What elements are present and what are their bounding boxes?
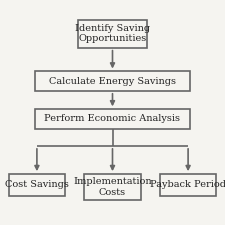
Text: Identify Saving
Opportunities: Identify Saving Opportunities [75, 24, 150, 43]
FancyBboxPatch shape [9, 174, 65, 196]
FancyBboxPatch shape [84, 174, 141, 200]
Text: Implementation
Costs: Implementation Costs [73, 177, 152, 197]
FancyBboxPatch shape [78, 20, 147, 48]
FancyBboxPatch shape [35, 72, 190, 91]
Text: Perform Economic Analysis: Perform Economic Analysis [45, 115, 180, 124]
Text: Cost Savings: Cost Savings [5, 180, 69, 189]
Text: Calculate Energy Savings: Calculate Energy Savings [49, 77, 176, 86]
FancyBboxPatch shape [35, 109, 190, 129]
FancyBboxPatch shape [160, 174, 216, 196]
Text: Payback Period: Payback Period [150, 180, 225, 189]
